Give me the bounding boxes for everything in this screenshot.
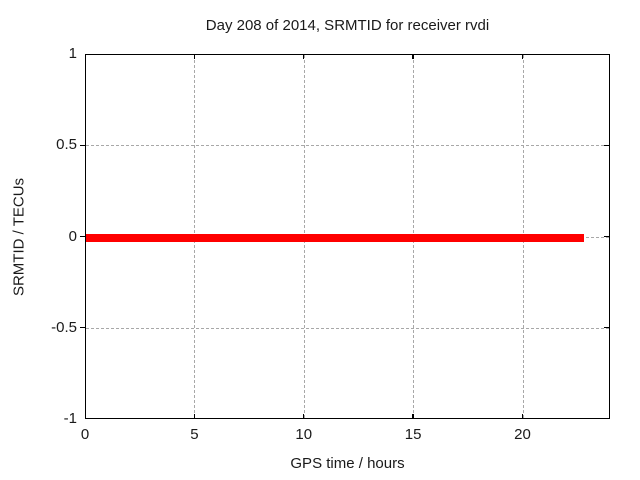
x-tick-mark-top	[521, 54, 524, 59]
plot-border	[85, 54, 610, 419]
y-tick-mark-right	[604, 327, 610, 329]
y-tick-mark-left	[80, 327, 85, 329]
y-tick-mark-left	[80, 144, 85, 146]
y-tick-label: -1	[63, 410, 77, 427]
series-srmtid-line	[85, 233, 584, 242]
x-axis-label: GPS time / hours	[290, 455, 405, 472]
x-tick-label: 20	[514, 426, 531, 443]
y-tick-label: 1	[68, 45, 77, 62]
x-tick-mark-top	[412, 54, 414, 59]
x-tick-label: 0	[80, 426, 90, 443]
x-tick-mark-bottom	[303, 414, 305, 419]
gridline-horizontal	[86, 145, 609, 147]
y-tick-label: 0.5	[56, 136, 77, 154]
x-tick-mark-top	[303, 54, 305, 59]
x-tick-mark-top	[193, 54, 196, 59]
y-tick-label: 0	[68, 227, 77, 245]
y-tick-mark-right	[604, 235, 610, 238]
gridline-horizontal	[86, 327, 609, 329]
x-tick-mark-bottom	[193, 414, 196, 419]
x-tick-mark-bottom	[412, 414, 414, 419]
x-tick-label: 15	[404, 426, 422, 443]
y-tick-label: -0.5	[51, 318, 77, 336]
y-tick-mark-right	[604, 144, 610, 146]
x-tick-label: 10	[295, 426, 313, 443]
y-tick-mark-left	[80, 235, 85, 238]
x-tick-mark-bottom	[521, 414, 524, 419]
chart-title: Day 208 of 2014, SRMTID for receiver rvd…	[205, 17, 490, 34]
x-tick-label: 5	[190, 426, 199, 443]
